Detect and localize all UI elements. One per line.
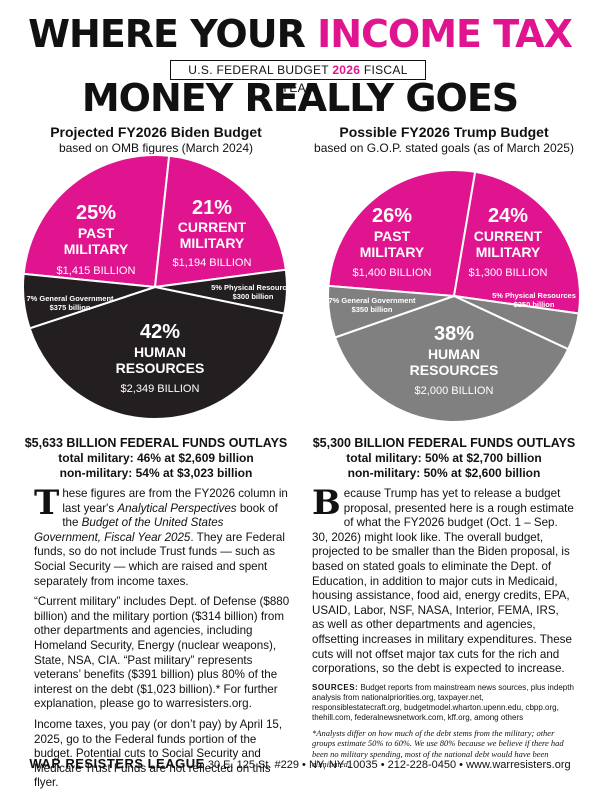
right-current-military-label-1: CURRENT [474,228,543,244]
left-human-amount: $2,349 BILLION [121,383,200,395]
left-slice-5 [22,272,156,330]
sources-note: SOURCES: Budget reports from mainstream … [312,683,574,723]
right-military-line: total military: 50% at $2,700 billion [346,451,542,465]
right-slice-3 [453,295,580,351]
left-current-military-label-1: CURRENT [178,219,247,235]
right-dropcap: B [312,483,341,523]
left-past-military-amount: $1,415 BILLION [57,265,136,277]
left-slice-1 [22,154,171,289]
fiscal-year-subtitle: U.S. FEDERAL BUDGET 2026 FISCAL YEAR [170,60,426,95]
right-current-military-label-2: MILITARY [476,244,541,260]
left-human-label-1: HUMAN [134,344,186,360]
subtitle-year: 2026 [332,63,361,77]
left-p1-text-a: hese figures are from the FY2026 column … [62,487,288,515]
left-past-military-pct: 25% [76,202,116,224]
title-line-2: MONEY REALLY GOES [81,76,519,120]
left-past-military-label-2: MILITARY [64,241,129,257]
footer-org-name: WAR RESISTERS LEAGUE [29,756,205,771]
subtitle-text-a: U.S. FEDERAL BUDGET [188,63,333,77]
right-slice-1 [327,169,477,298]
left-p1-text-c: . They are Federal funds, so do not incl… [34,530,285,588]
title-text-a: WHERE YOUR [28,12,318,56]
right-human-amount: $2,000 BILLION [415,385,494,397]
left-nonmilitary-line: non-military: 54% at $3,023 billion [59,466,253,480]
footer: WAR RESISTERS LEAGUE 30 E. 125 St. #229 … [0,756,600,771]
right-physical-label: 5% Physical Resources [492,291,576,300]
right-budget-title: Possible FY2026 Trump Budget [339,124,549,140]
right-general-amount: $350 billion [352,305,393,314]
sources-label: SOURCES: [312,682,359,692]
left-slice-2 [153,154,287,289]
right-nonmilitary-line: non-military: 50% at $2,600 billion [347,466,541,480]
right-budget-header: Possible FY2026 Trump Budget based on G.… [304,124,584,156]
left-p1-text-b: book of the [62,501,278,530]
footer-address: 30 E. 125 St. #229 • NY, NY 10035 • 212-… [204,759,571,771]
title-text-highlight: INCOME TAX [317,12,573,56]
left-slice-3 [154,268,288,315]
right-general-label: 7% General Government [328,296,416,305]
left-physical-amount: $300 billion [233,292,274,301]
left-p1-italic-b: Budget of the United States Government, … [34,516,224,544]
right-past-military-label-1: PAST [374,228,411,244]
left-past-military-label-1: PAST [78,225,115,241]
right-outlay-total: $5,300 BILLION FEDERAL FUNDS OUTLAYS [312,436,576,450]
left-human-label-2: RESOURCES [116,360,205,376]
left-paragraph-3: Income taxes, you pay (or don’t pay) by … [34,717,283,790]
left-slice-4 [28,285,286,420]
right-past-military-label-2: MILITARY [360,244,425,260]
left-military-line: total military: 46% at $2,609 billion [58,451,254,465]
right-past-military-pct: 26% [372,205,412,227]
right-budget-subtitle: based on G.O.P. stated goals (as of Marc… [314,141,574,155]
right-past-military-amount: $1,400 BILLION [353,267,432,279]
left-current-military-amount: $1,194 BILLION [173,257,252,269]
right-outlay-summary: $5,300 BILLION FEDERAL FUNDS OUTLAYS tot… [304,435,584,481]
left-budget-subtitle: based on OMB figures (March 2024) [58,141,254,155]
left-outlay-summary: $5,633 BILLION FEDERAL FUNDS OUTLAYS tot… [16,435,296,481]
right-current-military-pct: 24% [488,205,528,227]
title-line-1: WHERE YOUR INCOME TAX [0,14,600,54]
left-current-military-pct: 21% [192,197,232,219]
debt-footnote: *Analysts differ on how much of the debt… [312,727,564,770]
right-p1-text: ecause Trump has yet to release a budget… [312,487,574,676]
left-physical-label: 5% Physical Resources [211,283,295,292]
right-human-pct: 38% [434,323,474,345]
left-p1-italic-a: Analytical Perspectives [117,501,237,515]
right-current-military-amount: $1,300 BILLION [469,267,548,279]
left-human-pct: 42% [140,321,180,343]
left-general-label: 7% General Government [26,294,114,303]
right-human-label-2: RESOURCES [410,362,499,378]
left-general-amount: $375 billion [50,303,91,312]
subtitle-text-b: FISCAL YEAR [281,63,408,95]
right-slice-5 [327,284,455,339]
right-human-label-1: HUMAN [428,346,480,362]
left-dropcap: T [34,483,60,523]
left-current-military-label-2: MILITARY [180,235,245,251]
left-budget-header: Projected FY2026 Biden Budget based on O… [16,124,296,156]
left-budget-title: Projected FY2026 Biden Budget [50,124,262,140]
right-slice-4 [333,294,570,423]
right-slice-2 [452,170,581,315]
left-outlay-total: $5,633 BILLION FEDERAL FUNDS OUTLAYS [24,436,288,450]
sources-text: Budget reports from mainstream news sour… [312,682,574,722]
right-physical-amount: $250 billion [514,300,555,309]
left-paragraph-2: “Current military” includes Dept. of Def… [34,595,290,711]
